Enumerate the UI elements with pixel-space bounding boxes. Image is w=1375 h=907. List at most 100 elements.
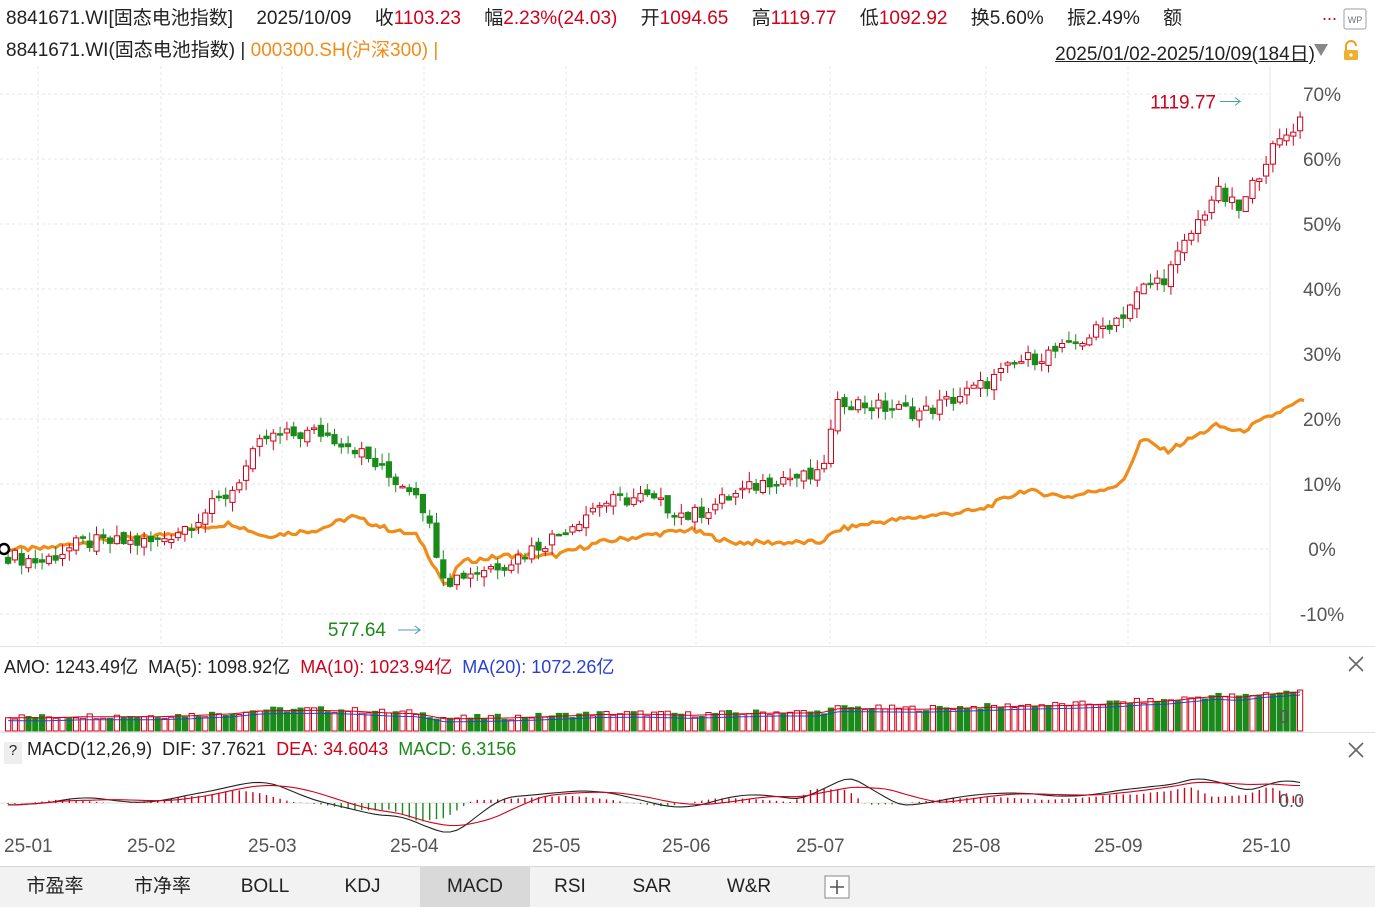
- amo-chart[interactable]: [0, 647, 1375, 733]
- y-tick-label: 70%: [1303, 85, 1341, 106]
- candle-body: [521, 556, 528, 560]
- macd-dif: DIF: 37.7621: [162, 739, 267, 759]
- tab-macd[interactable]: MACD: [420, 867, 530, 907]
- tab-rsi[interactable]: RSI: [554, 876, 586, 897]
- amo-bar: [39, 714, 46, 732]
- candle-body: [895, 404, 902, 410]
- macd-chart[interactable]: [0, 733, 1375, 833]
- candle-body: [331, 434, 338, 445]
- candlestick: [1065, 331, 1073, 344]
- candle-body: [991, 373, 998, 391]
- candlestick: [821, 454, 828, 473]
- amo-bar: [45, 716, 52, 732]
- amo-bar: [834, 705, 841, 732]
- amo-ma20: MA(20): 1072.26亿: [462, 657, 615, 677]
- candle-body: [18, 553, 25, 566]
- candle-body: [107, 537, 114, 544]
- tab-pb[interactable]: 市净率: [133, 876, 191, 897]
- candlestick: [481, 566, 488, 587]
- close-icon[interactable]: [1347, 741, 1365, 764]
- amplitude-label: 振: [1066, 8, 1086, 29]
- date-range[interactable]: 2025/01/02-2025/10/09(184日): [1055, 44, 1315, 65]
- amo-bar: [1004, 703, 1011, 732]
- candlestick: [1215, 177, 1222, 204]
- close-icon[interactable]: [1347, 655, 1365, 678]
- candlestick: [1038, 353, 1045, 372]
- y-tick-label: 0%: [1308, 540, 1336, 561]
- candle-body: [528, 545, 535, 560]
- candlestick: [637, 485, 644, 504]
- tab-kdj[interactable]: KDJ: [344, 876, 381, 897]
- candle-body: [542, 548, 549, 552]
- candlestick: [841, 394, 848, 415]
- amo-bar: [1256, 694, 1263, 732]
- macd-help[interactable]: ?: [4, 742, 22, 764]
- candlestick: [1099, 317, 1107, 339]
- candle-body: [311, 427, 318, 430]
- amo-bar: [188, 713, 195, 732]
- amo-bar: [1154, 700, 1161, 732]
- amo-bar: [1222, 695, 1229, 732]
- candle-body: [494, 563, 501, 571]
- lock-icon[interactable]: [1341, 40, 1361, 67]
- more-dots[interactable]: ...: [1322, 4, 1338, 24]
- amo-bar: [807, 711, 814, 732]
- candlestick: [202, 508, 209, 533]
- amo-bar: [1113, 700, 1120, 732]
- candle-body: [161, 538, 168, 543]
- candle-body: [902, 402, 909, 407]
- amo-bar: [589, 715, 596, 732]
- candlestick: [460, 570, 467, 580]
- candlestick: [739, 480, 746, 499]
- candlestick: [209, 489, 216, 523]
- candlestick: [1161, 269, 1168, 293]
- candle-body: [950, 396, 957, 404]
- amo-bar: [181, 716, 189, 732]
- amo-bar: [1249, 695, 1256, 732]
- candle-body: [1215, 185, 1222, 202]
- candlestick: [671, 512, 678, 526]
- amo-bar: [120, 716, 127, 732]
- amo-bar: [453, 717, 460, 732]
- tab-boll[interactable]: BOLL: [240, 876, 290, 897]
- candle-body: [433, 522, 440, 558]
- candle-body: [175, 532, 182, 539]
- amo-bar: [895, 707, 902, 732]
- amo-bar: [311, 707, 318, 732]
- candle-body: [1235, 199, 1243, 211]
- wp-badge-icon[interactable]: WP: [1343, 8, 1367, 35]
- legend-series2[interactable]: 000300.SH(沪深300): [250, 40, 429, 61]
- candle-body: [1161, 278, 1168, 286]
- candle-body: [1025, 352, 1032, 361]
- plus-icon[interactable]: [824, 875, 850, 904]
- candlestick: [1229, 187, 1236, 210]
- candlestick: [1140, 282, 1147, 295]
- candlestick: [1195, 210, 1202, 243]
- candlestick: [188, 523, 195, 538]
- candlestick: [834, 391, 841, 435]
- tab-sar[interactable]: SAR: [632, 876, 672, 897]
- tab-wr[interactable]: W&R: [726, 876, 772, 897]
- amo-bar: [365, 712, 372, 732]
- candle-body: [759, 480, 766, 493]
- amo-bar: [1297, 689, 1304, 732]
- price-chart[interactable]: 70% 60% 50% 40% 30% 20% 10% 0% -10% 1119.77 577.6…: [0, 66, 1375, 646]
- macd-dea: DEA: 34.6043: [276, 739, 389, 759]
- legend-series1[interactable]: 8841671.WI(固态电池指数): [6, 40, 236, 61]
- candle-body: [249, 448, 257, 470]
- candle-body: [1222, 187, 1229, 202]
- candle-body: [351, 449, 358, 455]
- amo-bar: [406, 709, 413, 732]
- candle-body: [861, 402, 868, 409]
- x-tick-label: 25-02: [127, 836, 176, 857]
- amo-bar: [889, 704, 896, 732]
- candle-body: [889, 408, 896, 411]
- tab-pe[interactable]: 市盈率: [26, 876, 84, 897]
- candle-body: [79, 536, 87, 539]
- amo-bar: [671, 712, 678, 732]
- candlestick: [868, 400, 875, 420]
- amo-ma20-line: [8, 694, 1301, 723]
- candlestick: [195, 513, 202, 534]
- dropdown-triangle-icon[interactable]: [1313, 43, 1329, 62]
- y-tick-label: 40%: [1303, 280, 1341, 301]
